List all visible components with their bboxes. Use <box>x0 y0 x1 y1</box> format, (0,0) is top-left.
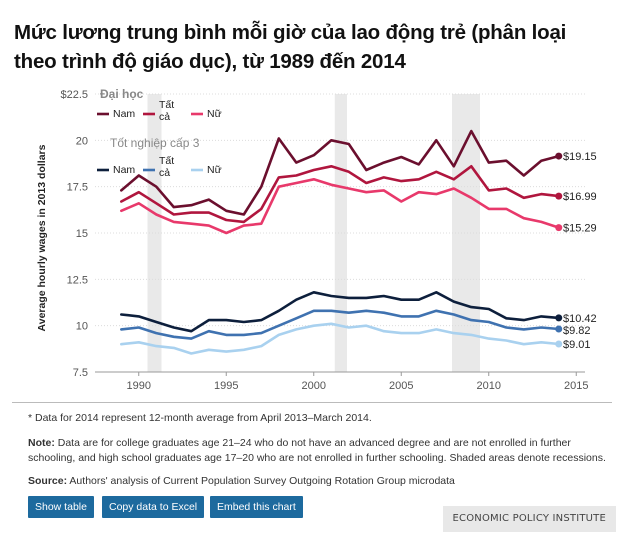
end-value-label: $9.01 <box>563 339 591 351</box>
legend-label: Tất <box>159 99 174 111</box>
legend-label: Nữ <box>207 164 222 176</box>
y-axis-label: Average hourly wages in 2013 dollars <box>36 144 48 331</box>
series-line <box>120 290 561 333</box>
x-tick-label: 2010 <box>477 380 501 392</box>
footnote-source: Source: Authors' analysis of Current Pop… <box>28 474 608 489</box>
series-line <box>120 322 561 355</box>
series-end-dot <box>555 314 563 322</box>
brand-logo: ECONOMIC POLICY INSTITUTE <box>442 506 616 532</box>
series-end-dot <box>555 192 563 200</box>
legend-label: cả <box>159 111 170 123</box>
series-end-dot <box>555 340 563 348</box>
series-line <box>120 129 561 216</box>
note-text: Data are for college graduates age 21–24… <box>28 437 606 464</box>
y-tick-label: 15 <box>76 228 88 240</box>
note-label: Note: <box>28 437 55 449</box>
legend-group-title: Tốt nghiệp cấp 3 <box>110 136 200 150</box>
end-value-label: $19.15 <box>563 151 597 163</box>
divider <box>12 402 612 403</box>
y-tick-label: 10 <box>76 321 88 333</box>
source-label: Source: <box>28 475 68 487</box>
end-value-label: $9.82 <box>563 325 591 337</box>
end-value-label: $15.29 <box>563 223 597 235</box>
embed-chart-button[interactable]: Embed this chart <box>210 496 303 518</box>
chart-title: Mức lương trung bình mỗi giờ của lao độn… <box>14 21 567 73</box>
end-value-label: $10.42 <box>563 313 597 325</box>
footnote-asterisk: * Data for 2014 represent 12-month avera… <box>28 412 372 424</box>
legend-label: Nam <box>113 164 135 176</box>
recession-band <box>147 94 162 372</box>
y-tick-label: 20 <box>76 135 88 147</box>
copy-excel-button[interactable]: Copy data to Excel <box>102 496 205 518</box>
y-tick-label: 7.5 <box>73 367 88 379</box>
x-tick-label: 2000 <box>302 380 326 392</box>
recession-band <box>334 94 347 372</box>
x-tick-label: 1995 <box>214 380 238 392</box>
x-tick-label: 2015 <box>564 380 588 392</box>
series-end-dot <box>555 152 563 160</box>
legend-group-title: Đại học <box>100 87 144 101</box>
y-tick-label: 12.5 <box>67 274 88 286</box>
end-value-label: $16.99 <box>563 191 597 203</box>
series-end-dot <box>555 224 563 232</box>
recession-band <box>452 94 480 372</box>
legend-label: Nam <box>113 108 135 120</box>
legend-label: cả <box>159 167 170 179</box>
y-tick-label: 17.5 <box>67 182 88 194</box>
y-tick-label: $22.5 <box>60 89 88 101</box>
source-text: Authors' analysis of Current Population … <box>67 475 455 487</box>
show-table-button[interactable]: Show table <box>28 496 94 518</box>
series-line <box>120 309 561 340</box>
footnote-note: Note: Data are for college graduates age… <box>28 436 608 466</box>
x-tick-label: 2005 <box>389 380 413 392</box>
series-line <box>120 165 561 224</box>
legend-label: Nữ <box>207 108 222 120</box>
series-line <box>120 178 561 235</box>
legend-label: Tất <box>159 155 174 167</box>
series-end-dot <box>555 325 563 333</box>
x-tick-label: 1990 <box>127 380 151 392</box>
